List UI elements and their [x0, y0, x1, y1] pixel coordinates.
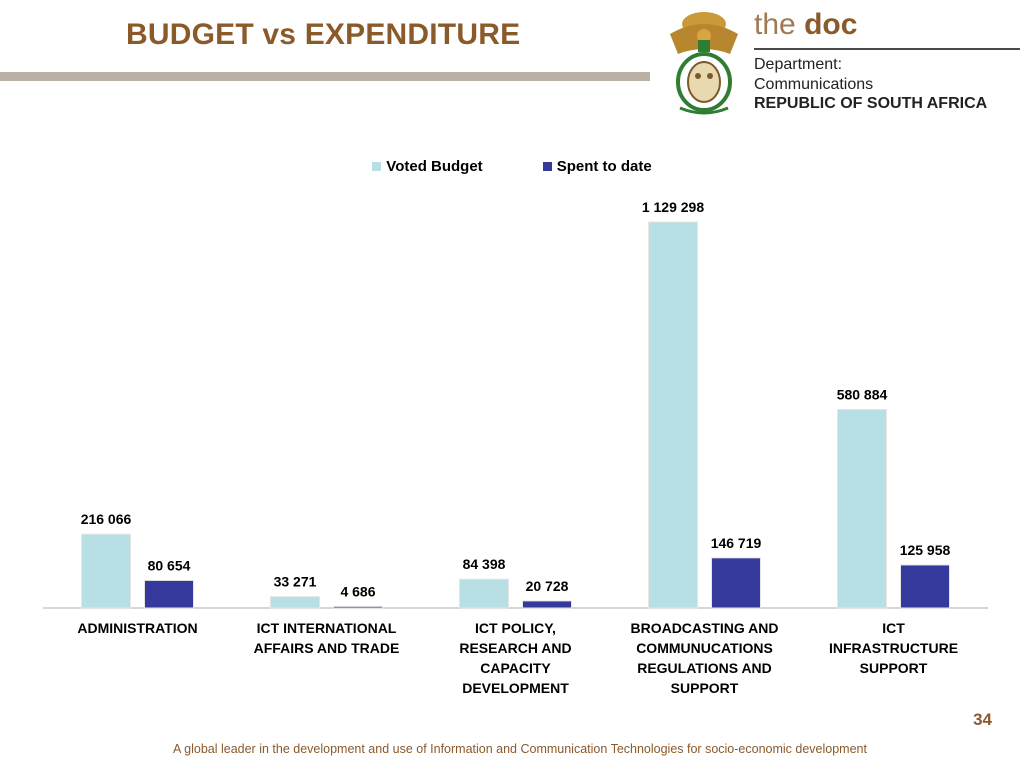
data-label-spent-to-date-1: 4 686 — [340, 583, 375, 599]
bar-spent-to-date-2 — [522, 600, 572, 609]
title-divider — [0, 72, 650, 81]
legend-swatch-voted-budget — [372, 162, 382, 171]
data-label-spent-to-date-0: 80 654 — [148, 557, 191, 573]
category-label-1-line-1: AFFAIRS AND TRADE — [254, 640, 400, 656]
footer-tagline: A global leader in the development and u… — [173, 742, 867, 756]
bar-voted-budget-4 — [837, 408, 887, 609]
legend-label-spent-to-date: Spent to date — [556, 158, 652, 175]
logo-department-label: Department: — [754, 56, 843, 73]
bar-spent-to-date-4 — [900, 564, 950, 609]
category-label-2-line-2: CAPACITY — [480, 660, 551, 676]
data-label-voted-budget-0: 216 066 — [81, 511, 132, 527]
data-label-spent-to-date-3: 146 719 — [711, 535, 762, 551]
category-label-3-line-1: COMMUNUCATIONS — [636, 640, 773, 656]
department-logo: the doc Department: Communications REPUB… — [660, 4, 1022, 120]
bar-voted-budget-2 — [459, 578, 509, 609]
chart-legend: Voted Budget Spent to date — [0, 158, 1024, 175]
category-label-4-line-0: ICT — [882, 620, 905, 636]
category-label-3-line-0: BROADCASTING AND — [630, 620, 778, 636]
logo-doc-text: doc — [804, 8, 858, 41]
category-label-3-line-2: REGULATIONS AND — [637, 660, 772, 676]
category-label-2-line-0: ICT POLICY, — [475, 620, 556, 636]
category-label-3-line-3: SUPPORT — [671, 680, 739, 696]
coat-of-arms-icon — [670, 12, 738, 115]
bar-voted-budget-1 — [270, 596, 320, 609]
bar-voted-budget-3 — [648, 221, 698, 609]
legend-label-voted-budget: Voted Budget — [386, 158, 483, 175]
logo-country-name: REPUBLIC OF SOUTH AFRICA — [754, 95, 988, 112]
logo-divider — [754, 48, 1020, 50]
category-label-2-line-1: RESEARCH AND — [459, 640, 571, 656]
logo-department-name: Communications — [754, 76, 874, 93]
category-label-4-line-2: SUPPORT — [860, 660, 928, 676]
data-label-voted-budget-3: 1 129 298 — [642, 199, 704, 215]
bar-spent-to-date-1 — [333, 605, 383, 609]
slide-title: BUDGET vs EXPENDITURE — [126, 18, 521, 51]
category-label-1-line-0: ICT INTERNATIONAL — [257, 620, 397, 636]
data-label-spent-to-date-2: 20 728 — [526, 578, 569, 594]
bar-voted-budget-0 — [81, 533, 131, 609]
data-label-voted-budget-4: 580 884 — [837, 386, 888, 402]
data-label-voted-budget-2: 84 398 — [463, 556, 506, 572]
category-label-0-line-0: ADMINISTRATION — [77, 620, 197, 636]
data-label-spent-to-date-4: 125 958 — [900, 542, 951, 558]
legend-item-voted-budget: Voted Budget — [372, 158, 483, 175]
legend-item-spent-to-date: Spent to date — [542, 158, 652, 175]
category-label-4-line-1: INFRASTRUCTURE — [829, 640, 958, 656]
bar-chart: 216 066 80 654 ADMINISTRATION 33 271 4 686 IC… — [43, 199, 988, 696]
logo-the-text: the — [754, 8, 796, 41]
bar-spent-to-date-0 — [144, 579, 194, 609]
logo-wordmark: the doc — [754, 8, 857, 42]
bar-spent-to-date-3 — [711, 557, 761, 609]
legend-swatch-spent-to-date — [542, 162, 552, 171]
data-label-voted-budget-1: 33 271 — [274, 574, 317, 590]
category-label-2-line-3: DEVELOPMENT — [462, 680, 569, 696]
page-number: 34 — [973, 710, 992, 729]
